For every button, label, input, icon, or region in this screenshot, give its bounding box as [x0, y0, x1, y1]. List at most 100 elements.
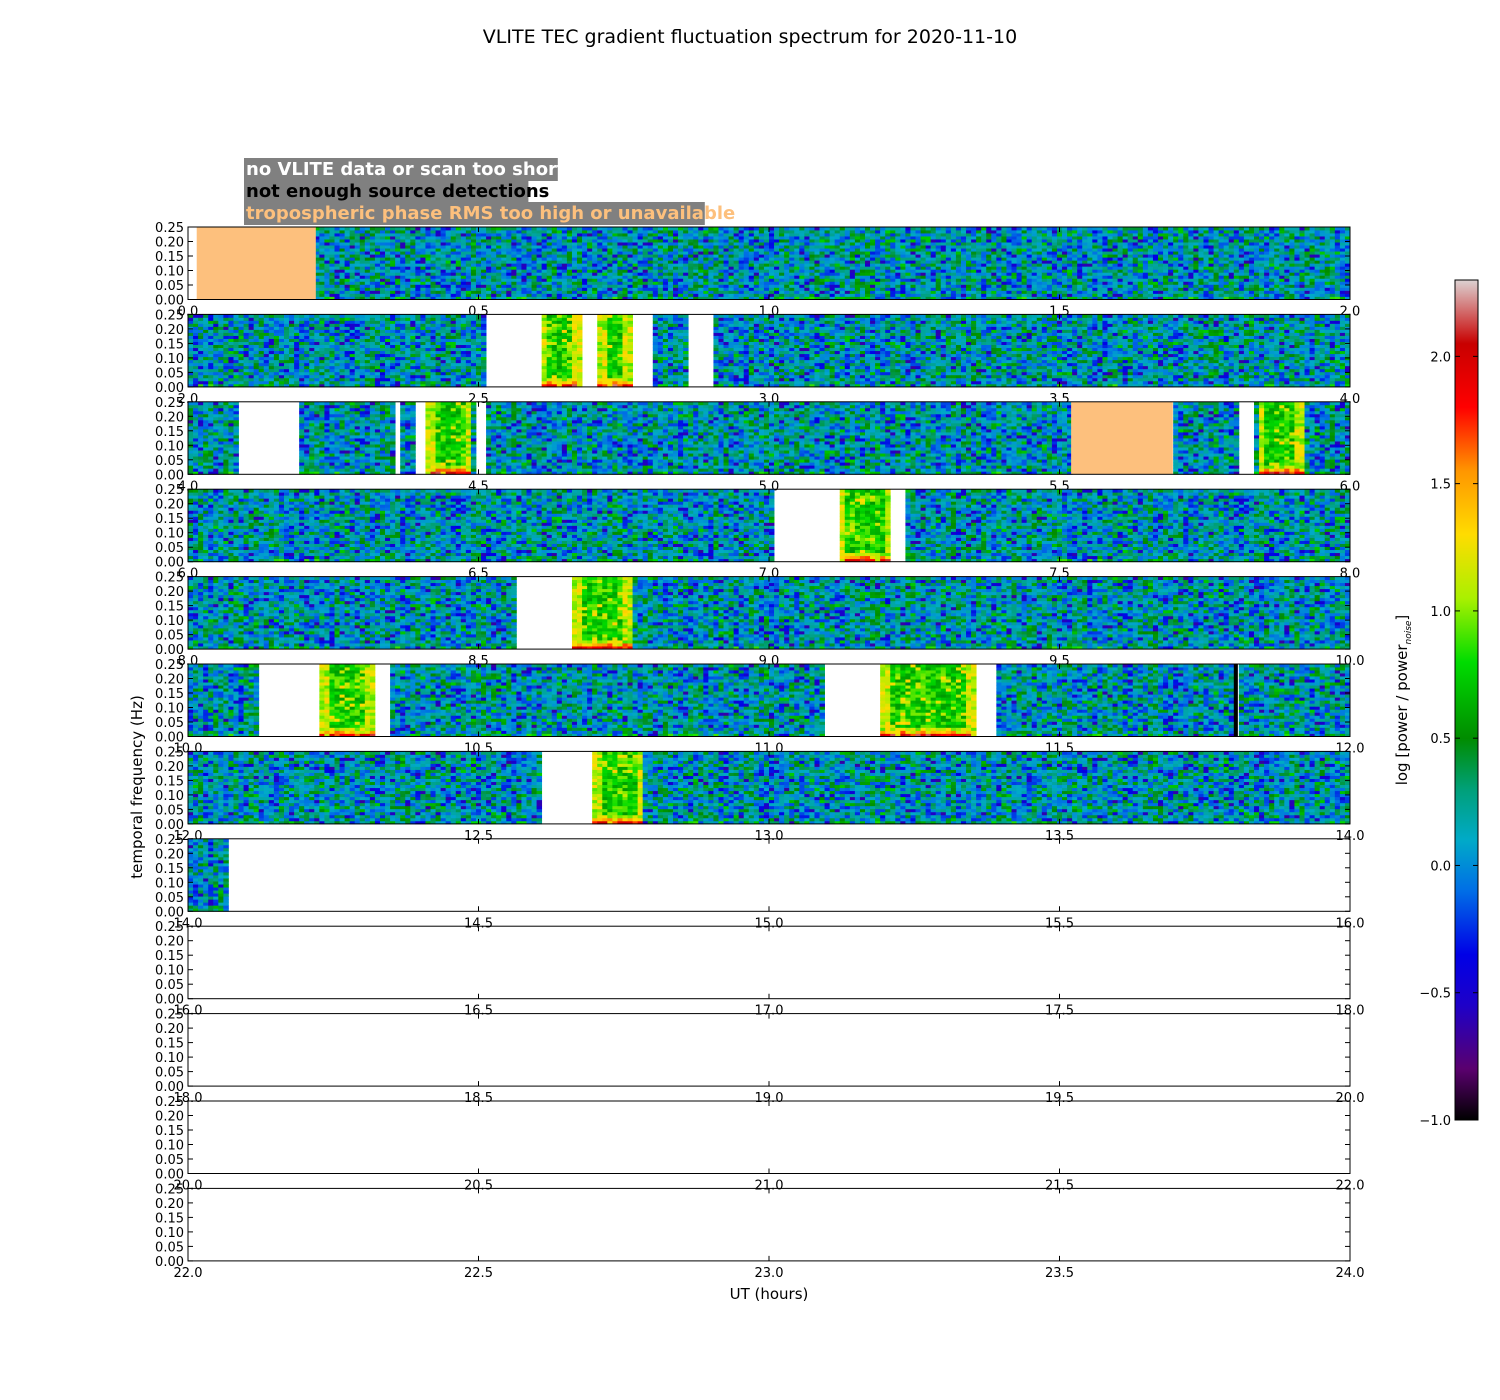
heatmap-cell	[1284, 236, 1290, 240]
heatmap-cell	[789, 257, 795, 261]
heatmap-cell	[1294, 293, 1300, 297]
heatmap-cell	[703, 254, 709, 258]
heatmap-cell	[637, 248, 644, 252]
heatmap-cell	[1289, 233, 1295, 237]
heatmap-cell	[844, 239, 851, 243]
heatmap-cell	[637, 284, 644, 288]
heatmap-cell	[1309, 227, 1316, 231]
heatmap-cell	[1092, 236, 1098, 240]
heatmap-cell	[1016, 242, 1023, 246]
heatmap-cell	[1208, 260, 1214, 264]
heatmap-cell	[1001, 245, 1007, 249]
heatmap-cell	[698, 293, 704, 297]
heatmap-cell	[379, 227, 386, 231]
heatmap-cell	[1087, 272, 1093, 276]
heatmap-cell	[753, 275, 760, 279]
heatmap-cell	[324, 254, 330, 258]
heatmap-cell	[829, 242, 836, 246]
heatmap-cell	[880, 260, 886, 264]
heatmap-cell	[617, 251, 623, 255]
heatmap-cell	[1223, 266, 1230, 270]
heatmap-cell	[582, 236, 588, 240]
heatmap-cell	[1067, 296, 1073, 300]
heatmap-cell	[945, 272, 952, 276]
heatmap-cell	[1021, 263, 1028, 267]
heatmap-cell	[890, 263, 896, 267]
heatmap-cell	[501, 251, 507, 255]
heatmap-cell	[390, 257, 396, 261]
heatmap-cell	[849, 278, 856, 282]
heatmap-cell	[1142, 281, 1149, 285]
heatmap-cell	[920, 272, 927, 276]
heatmap-cell	[460, 263, 467, 267]
heatmap-cell	[324, 263, 330, 267]
heatmap-cell	[652, 278, 659, 282]
heatmap-cell	[1304, 251, 1310, 255]
heatmap-cell	[1147, 293, 1154, 297]
heatmap-cell	[577, 227, 583, 231]
heatmap-cell	[551, 290, 558, 294]
heatmap-cell	[784, 296, 790, 300]
heatmap-cell	[526, 266, 532, 270]
heatmap-cell	[374, 269, 381, 273]
heatmap-cell	[991, 293, 997, 297]
heatmap-cell	[870, 290, 876, 294]
heatmap-cell	[516, 278, 522, 282]
heatmap-cell	[950, 242, 957, 246]
heatmap-cell	[864, 227, 871, 231]
heatmap-cell	[683, 278, 689, 282]
heatmap-cell	[400, 263, 406, 267]
heatmap-cell	[415, 293, 421, 297]
heatmap-cell	[1243, 290, 1250, 294]
heatmap-cell	[359, 269, 366, 273]
heatmap-cell	[430, 227, 436, 231]
heatmap-cell	[566, 230, 573, 234]
heatmap-cell	[405, 227, 411, 231]
heatmap-cell	[637, 269, 644, 273]
heatmap-cell	[1077, 263, 1083, 267]
heatmap-cell	[1178, 251, 1184, 255]
heatmap-cell	[1208, 287, 1214, 291]
heatmap-cell	[971, 254, 977, 258]
heatmap-cell	[925, 245, 932, 249]
heatmap-cell	[425, 281, 431, 285]
heatmap-cell	[829, 278, 836, 282]
heatmap-cell	[1218, 227, 1225, 231]
heatmap-cell	[531, 245, 537, 249]
heatmap-cell	[960, 245, 967, 249]
heatmap-cell	[774, 263, 780, 267]
heatmap-cell	[1329, 236, 1336, 240]
heatmap-cell	[763, 236, 770, 240]
heatmap-cell	[1339, 239, 1346, 243]
heatmap-cell	[738, 275, 745, 279]
heatmap-cell	[1248, 257, 1255, 261]
heatmap-cell	[794, 251, 800, 255]
heatmap-cell	[758, 266, 765, 270]
heatmap-cell	[1001, 248, 1007, 252]
heatmap-cell	[859, 269, 866, 273]
heatmap-cell	[395, 248, 401, 252]
heatmap-cell	[652, 266, 659, 270]
heatmap-cell	[420, 239, 426, 243]
heatmap-cell	[738, 296, 745, 300]
heatmap-cell	[804, 236, 810, 240]
heatmap-cell	[1279, 281, 1285, 285]
heatmap-cell	[1193, 233, 1199, 237]
heatmap-cell	[1198, 239, 1204, 243]
heatmap-cell	[703, 275, 709, 279]
heatmap-cell	[667, 266, 674, 270]
heatmap-cell	[1218, 251, 1225, 255]
heatmap-cell	[784, 254, 790, 258]
heatmap-cell	[915, 251, 921, 255]
heatmap-cell	[1334, 257, 1341, 261]
heatmap-cell	[430, 236, 436, 240]
heatmap-cell	[753, 278, 760, 282]
heatmap-cell	[713, 266, 719, 270]
heatmap-cell	[950, 263, 957, 267]
heatmap-cell	[460, 290, 467, 294]
heatmap-cell	[516, 290, 522, 294]
heatmap-cell	[349, 242, 356, 246]
heatmap-cell	[1259, 275, 1265, 279]
heatmap-cell	[607, 281, 613, 285]
heatmap-cell	[976, 278, 982, 282]
